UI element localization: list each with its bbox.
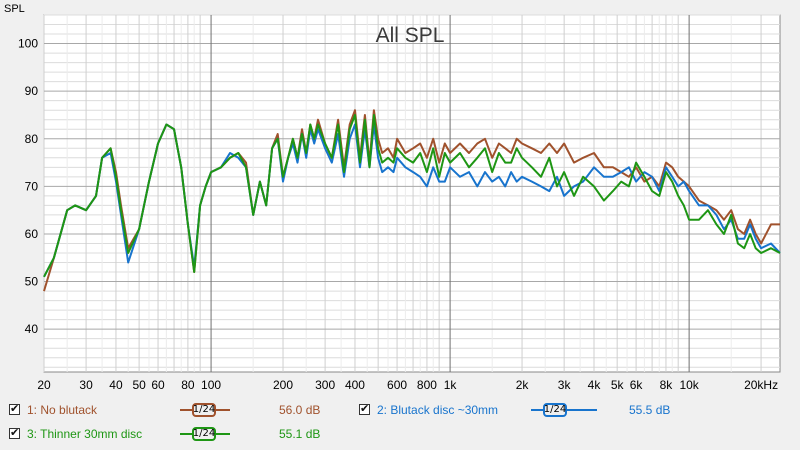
y-tick-label: 70 [25,179,39,193]
x-tick-label: 30 [79,378,93,392]
y-tick-label: 60 [25,227,39,241]
y-tick-label: 100 [18,37,38,51]
x-tick-label: 3k [558,378,572,392]
y-tick-label: 50 [25,275,39,289]
series-layer [43,109,781,292]
legend: 1: No blutack 1/24 56.0 dB 2: Blutack di… [0,398,800,450]
series-1-value: 56.0 dB [279,403,321,417]
x-tick-label: 10k [679,378,699,392]
y-tick-label: 90 [25,84,39,98]
x-tick-label: 80 [181,378,195,392]
x-tick-label: 50 [132,378,146,392]
x-tick-label: 60 [151,378,165,392]
x-tick-label: 6k [630,378,644,392]
x-tick-label: 5k [611,378,625,392]
series-3-value: 55.1 dB [279,427,321,441]
major-gridlines [44,15,780,372]
plot-area [43,14,781,373]
x-tick-label: 800 [417,378,437,392]
chart-title: All SPL [376,24,445,47]
x-tick-label: 1k [444,378,458,392]
series-3-smoothing-label: 1/24 [192,427,216,441]
minor-gridlines [43,14,780,372]
series-2-label: 2: Blutack disc ~30mm [377,403,499,417]
series-3-smoothing[interactable]: 1/24 [180,425,230,443]
series-2-smoothing[interactable]: 1/24 [531,401,597,419]
x-tick-label: 20 [37,378,51,392]
x-tick-labels: 20 30 40 50 60 80 100 200 300 400 600 800 1k 2k 3k 4k 5k… [37,378,778,392]
series-3-label: 3: Thinner 30mm disc [27,427,143,441]
x-tick-label: 40 [109,378,123,392]
series-2-checkbox[interactable] [359,402,370,415]
series-1-smoothing[interactable]: 1/24 [180,401,230,419]
x-tick-label: 200 [273,378,293,392]
y-tick-labels: 40 50 60 70 80 90 100 [18,37,38,337]
series-line-3 [43,114,781,278]
x-tick-label: 400 [345,378,365,392]
x-tick-label: 100 [201,378,221,392]
series-1-checkbox[interactable] [9,402,20,415]
y-tick-label: 40 [25,322,39,336]
series-1-label: 1: No blutack [27,403,98,417]
x-tick-label: 20kHz [744,378,778,392]
x-tick-label: 8k [660,378,674,392]
series-3-checkbox[interactable] [9,426,20,439]
y-tick-label: 80 [25,132,39,146]
x-tick-label: 600 [387,378,407,392]
x-tick-label: 2k [516,378,530,392]
series-1-smoothing-label: 1/24 [192,403,216,417]
x-tick-label: 4k [588,378,602,392]
spl-chart: 20 30 40 50 60 80 100 200 300 400 600 800 1k 2k 3k 4k 5k… [4,3,781,392]
series-2-smoothing-label: 1/24 [543,403,567,417]
x-tick-label: 300 [315,378,335,392]
series-2-value: 55.5 dB [629,403,671,417]
y-axis-label: SPL [4,3,25,15]
